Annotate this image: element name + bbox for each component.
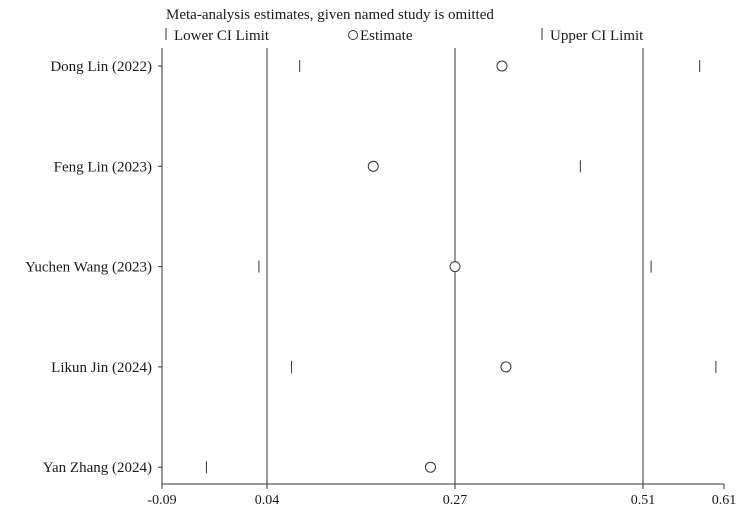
study-row: Yuchen Wang (2023) <box>25 260 652 276</box>
x-tick-label: 0.04 <box>255 493 280 508</box>
study-label: Yan Zhang (2024) <box>43 460 152 476</box>
estimate-point <box>424 461 436 473</box>
x-tick-label: 0.51 <box>631 493 656 508</box>
chart-title: Meta-analysis estimates, given named stu… <box>166 7 494 23</box>
estimate-point <box>449 261 461 273</box>
legend-estimate-label: Estimate <box>360 28 413 44</box>
study-row: Feng Lin (2023) <box>54 159 581 175</box>
study-label: Feng Lin (2023) <box>54 159 152 175</box>
study-row: Likun Jin (2024) <box>51 360 717 376</box>
study-row: Dong Lin (2022) <box>50 59 701 75</box>
legend: Lower CI Limit Estimate Upper CI Limit <box>165 28 644 44</box>
study-label: Likun Jin (2024) <box>51 360 152 376</box>
legend-upper-label: Upper CI Limit <box>550 28 644 44</box>
x-axis: -0.09 0.04 0.27 0.51 0.61 <box>147 483 737 508</box>
estimate-point <box>496 60 508 72</box>
estimate-point <box>367 160 379 172</box>
study-rows: Dong Lin (2022) Feng Lin (2023) Yuchen Wan… <box>25 59 717 476</box>
study-label: Dong Lin (2022) <box>50 59 152 75</box>
estimate-point <box>500 361 512 373</box>
study-label: Yuchen Wang (2023) <box>25 260 152 276</box>
legend-lower-label: Lower CI Limit <box>174 28 270 44</box>
x-tick-label: 0.61 <box>712 493 737 508</box>
study-row: Yan Zhang (2024) <box>43 460 644 476</box>
x-tick-label: 0.27 <box>443 493 468 508</box>
legend-estimate-circle-marker <box>348 30 358 40</box>
x-tick-label: -0.09 <box>147 493 176 508</box>
